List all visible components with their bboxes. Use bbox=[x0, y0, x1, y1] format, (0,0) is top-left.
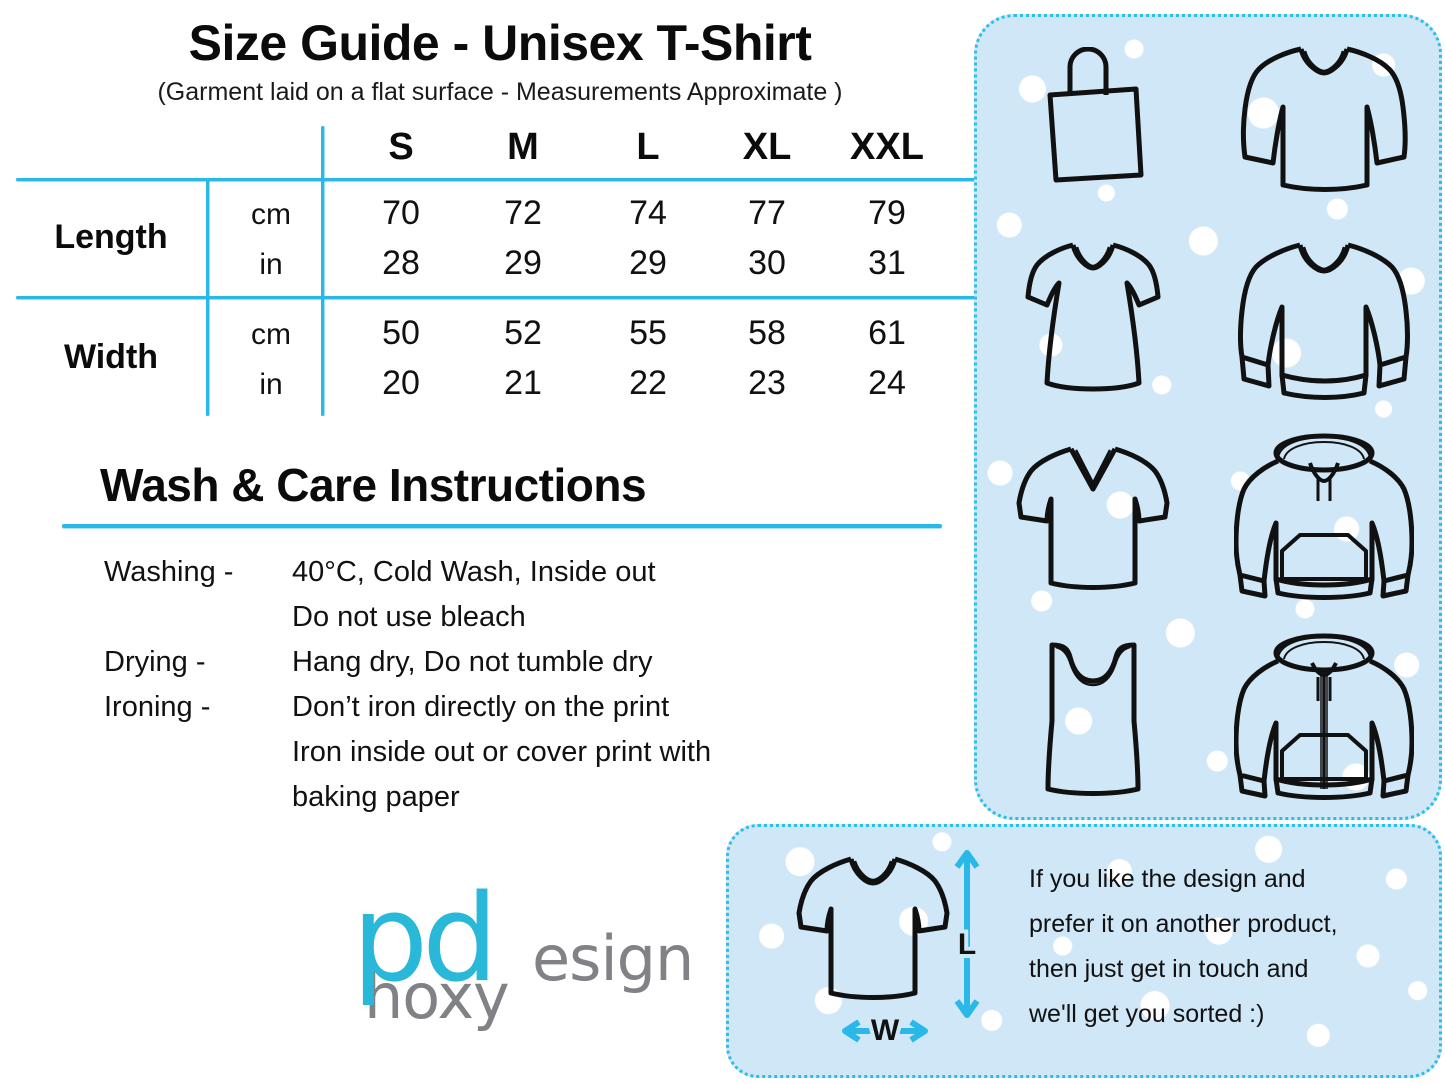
unit-length-cm: cm bbox=[251, 198, 291, 231]
cell-length-cm-s: 70 bbox=[382, 194, 420, 232]
care-text: Do not use bleach bbox=[292, 601, 526, 633]
garment-pullover-hoodie bbox=[1208, 417, 1439, 617]
table-line-mid bbox=[16, 296, 978, 299]
care-row: Washing - 40°C, Cold Wash, Inside out bbox=[104, 556, 904, 601]
length-label: L bbox=[958, 928, 976, 961]
logo-prefix-text: hoxy bbox=[364, 960, 510, 1033]
cell-length-cm-m: 72 bbox=[504, 194, 542, 232]
cell-width-in-s: 20 bbox=[382, 364, 420, 402]
wash-care-list: Washing - 40°C, Cold Wash, Inside out Do… bbox=[104, 556, 904, 826]
care-text: Hang dry, Do not tumble dry bbox=[292, 646, 653, 678]
wash-care-title: Wash & Care Instructions bbox=[100, 459, 647, 511]
garment-zip-hoodie bbox=[1208, 617, 1439, 817]
care-label: Washing - bbox=[104, 556, 234, 588]
length-arrow-icon bbox=[954, 850, 980, 1018]
care-text: Iron inside out or cover print with bbox=[292, 736, 712, 768]
promo-line: we'll get you sorted :) bbox=[1029, 1000, 1265, 1028]
cell-length-in-xl: 30 bbox=[748, 244, 786, 282]
cell-width-in-m: 21 bbox=[504, 364, 542, 402]
tshirt-outline-icon bbox=[796, 856, 950, 1000]
size-header-s: S bbox=[388, 126, 414, 168]
cell-length-cm-xxl: 79 bbox=[868, 194, 906, 232]
size-table: S M L XL XXL Length cm in 70 72 74 77 79… bbox=[16, 126, 978, 416]
brand-logo: hoxy pd esign bbox=[352, 870, 694, 1035]
care-label: Ironing - bbox=[104, 691, 211, 723]
promo-line: then just get in touch and bbox=[1029, 955, 1309, 983]
cell-width-cm-m: 52 bbox=[504, 314, 542, 352]
care-text: 40°C, Cold Wash, Inside out bbox=[292, 556, 656, 588]
size-header-l: L bbox=[636, 126, 660, 168]
table-line-label-col bbox=[206, 178, 209, 416]
unit-width-in: in bbox=[259, 368, 283, 401]
logo-suffix-text: esign bbox=[532, 922, 694, 995]
unit-width-cm: cm bbox=[251, 318, 291, 351]
care-row: Drying - Hang dry, Do not tumble dry bbox=[104, 646, 904, 691]
promo-panel: L W If you like the design and prefer it… bbox=[726, 824, 1442, 1078]
garment-tote-bag bbox=[977, 17, 1208, 217]
care-row: Ironing - Don’t iron directly on the pri… bbox=[104, 691, 904, 736]
garment-v-neck-tee bbox=[977, 417, 1208, 617]
width-arrow-icon bbox=[842, 1019, 928, 1043]
care-label: Drying - bbox=[104, 646, 206, 678]
care-row: Do not use bleach bbox=[104, 601, 904, 646]
page-title: Size Guide - Unisex T-Shirt bbox=[188, 15, 812, 71]
unit-length-in: in bbox=[259, 248, 283, 281]
cell-width-cm-xxl: 61 bbox=[868, 314, 906, 352]
garment-long-sleeve-tee bbox=[1208, 17, 1439, 217]
measurement-diagram: L W bbox=[789, 841, 1019, 1066]
garment-tank-top bbox=[977, 617, 1208, 817]
care-text: baking paper bbox=[292, 781, 460, 813]
size-header-m: M bbox=[507, 126, 539, 168]
cell-width-cm-s: 50 bbox=[382, 314, 420, 352]
garment-womens-fitted-tee bbox=[977, 217, 1208, 417]
wash-care-underline bbox=[62, 524, 942, 528]
cell-length-cm-xl: 77 bbox=[748, 194, 786, 232]
promo-line: prefer it on another product, bbox=[1029, 910, 1338, 938]
care-row: Iron inside out or cover print with bbox=[104, 736, 904, 781]
cell-width-in-l: 22 bbox=[629, 364, 667, 402]
promo-line: If you like the design and bbox=[1029, 865, 1306, 893]
cell-width-in-xxl: 24 bbox=[868, 364, 906, 402]
promo-text-block: If you like the design and prefer it on … bbox=[1029, 857, 1421, 1037]
size-header-xl: XL bbox=[742, 126, 792, 168]
row-label-width: Width bbox=[63, 338, 159, 376]
garment-illustrations-panel bbox=[974, 14, 1442, 820]
logo-mark-pd: pd bbox=[352, 870, 498, 1009]
width-label: W bbox=[871, 1014, 900, 1047]
cell-length-in-s: 28 bbox=[382, 244, 420, 282]
left-content-panel: Size Guide - Unisex T-Shirt (Garment lai… bbox=[16, 15, 978, 1035]
cell-length-cm-l: 74 bbox=[629, 194, 667, 232]
care-text: Don’t iron directly on the print bbox=[292, 691, 670, 723]
cell-length-in-xxl: 31 bbox=[868, 244, 906, 282]
cell-width-in-xl: 23 bbox=[748, 364, 786, 402]
page-subtitle: (Garment laid on a flat surface - Measur… bbox=[157, 78, 843, 106]
cell-length-in-m: 29 bbox=[504, 244, 542, 282]
size-header-xxl: XXL bbox=[850, 126, 924, 168]
care-row: baking paper bbox=[104, 781, 904, 826]
table-line-top bbox=[16, 178, 978, 181]
row-label-length: Length bbox=[54, 218, 168, 256]
garment-sweatshirt bbox=[1208, 217, 1439, 417]
cell-width-cm-xl: 58 bbox=[748, 314, 786, 352]
cell-width-cm-l: 55 bbox=[629, 314, 667, 352]
table-line-unit-col bbox=[321, 126, 324, 416]
cell-length-in-l: 29 bbox=[629, 244, 667, 282]
